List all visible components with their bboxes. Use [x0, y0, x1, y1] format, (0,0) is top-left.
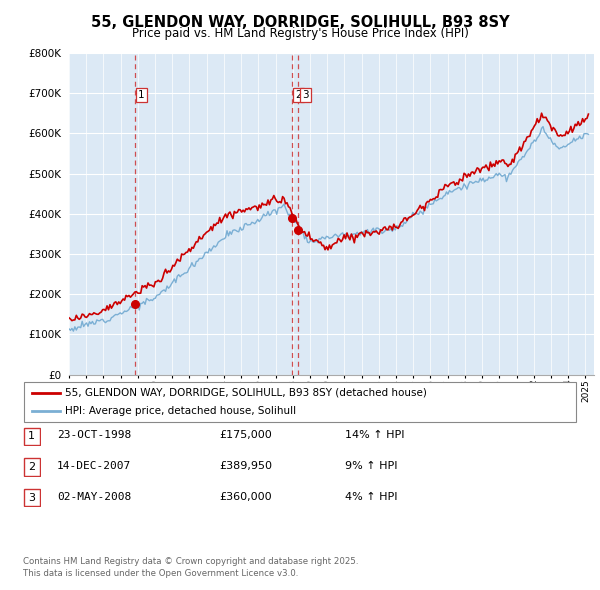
Text: 14-DEC-2007: 14-DEC-2007 — [57, 461, 131, 471]
Text: 1: 1 — [138, 90, 145, 100]
Text: 02-MAY-2008: 02-MAY-2008 — [57, 492, 131, 502]
Text: HPI: Average price, detached house, Solihull: HPI: Average price, detached house, Soli… — [65, 406, 296, 416]
Text: 2: 2 — [28, 462, 35, 472]
Text: 2: 2 — [295, 90, 302, 100]
Text: £360,000: £360,000 — [219, 492, 272, 502]
Text: 55, GLENDON WAY, DORRIDGE, SOLIHULL, B93 8SY: 55, GLENDON WAY, DORRIDGE, SOLIHULL, B93… — [91, 15, 509, 30]
Text: Contains HM Land Registry data © Crown copyright and database right 2025.: Contains HM Land Registry data © Crown c… — [23, 558, 358, 566]
FancyBboxPatch shape — [24, 489, 40, 506]
Text: 9% ↑ HPI: 9% ↑ HPI — [345, 461, 398, 471]
FancyBboxPatch shape — [24, 428, 40, 445]
Text: £389,950: £389,950 — [219, 461, 272, 471]
Text: 1: 1 — [28, 431, 35, 441]
Text: 3: 3 — [302, 90, 308, 100]
Text: 14% ↑ HPI: 14% ↑ HPI — [345, 431, 404, 440]
FancyBboxPatch shape — [24, 382, 576, 422]
Text: This data is licensed under the Open Government Licence v3.0.: This data is licensed under the Open Gov… — [23, 569, 298, 578]
Text: £175,000: £175,000 — [219, 431, 272, 440]
Text: 55, GLENDON WAY, DORRIDGE, SOLIHULL, B93 8SY (detached house): 55, GLENDON WAY, DORRIDGE, SOLIHULL, B93… — [65, 388, 427, 398]
Text: 23-OCT-1998: 23-OCT-1998 — [57, 431, 131, 440]
Text: Price paid vs. HM Land Registry's House Price Index (HPI): Price paid vs. HM Land Registry's House … — [131, 27, 469, 40]
FancyBboxPatch shape — [24, 458, 40, 476]
Text: 3: 3 — [28, 493, 35, 503]
Text: 4% ↑ HPI: 4% ↑ HPI — [345, 492, 398, 502]
